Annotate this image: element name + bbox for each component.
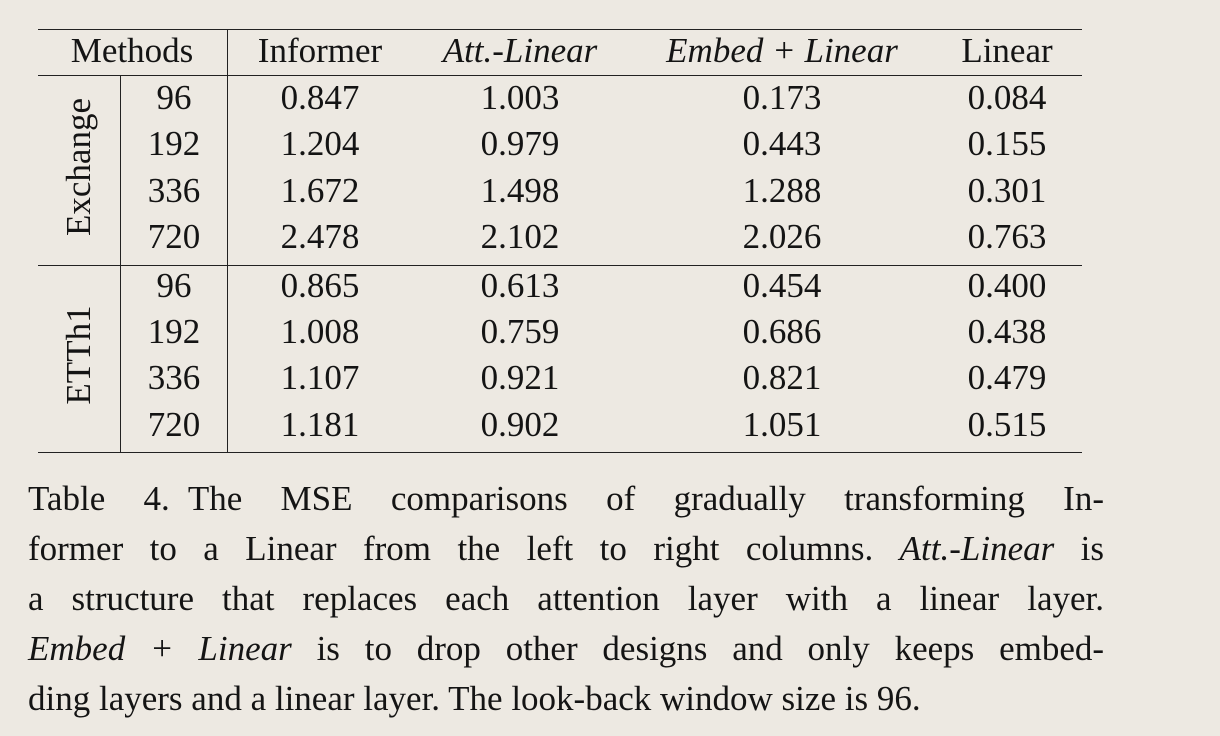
dataset-column-rule: [120, 75, 121, 452]
linear-cell: 0.084: [967, 78, 1047, 117]
method-column-rule: [227, 29, 228, 452]
caption-line: Table 4. The MSE comparisons of gradually…: [28, 474, 1104, 524]
embed-linear-cell: 0.454: [742, 266, 822, 305]
header-informer: Informer: [257, 31, 383, 70]
caption-line: former to a Linear from the left to righ…: [28, 524, 1104, 574]
caption-line: ding layers and a linear layer. The look…: [28, 674, 1104, 724]
caption-line: Embed + Linear is to drop other designs …: [28, 624, 1104, 674]
linear-cell: 0.763: [967, 217, 1047, 256]
horizon-cell: 192: [147, 312, 201, 351]
att-linear-cell: 0.759: [480, 312, 560, 351]
bottom-rule: [38, 452, 1082, 453]
att-linear-cell: 1.003: [480, 78, 560, 117]
top-rule: [38, 29, 1082, 30]
caption-text: is to drop other designs and only keeps …: [316, 629, 1105, 668]
horizon-cell: 192: [147, 124, 201, 163]
embed-linear-cell: 0.686: [742, 312, 822, 351]
header-rule: [38, 75, 1082, 76]
caption-term-att-linear: Att.-Linear: [899, 529, 1055, 568]
horizon-cell: 720: [147, 405, 201, 444]
informer-cell: 0.865: [280, 266, 360, 305]
att-linear-cell: 2.102: [480, 217, 560, 256]
horizon-cell: 96: [156, 266, 192, 305]
embed-linear-cell: 1.288: [742, 171, 822, 210]
caption-text: ding layers and a linear layer. The look…: [28, 679, 921, 718]
table-caption: Table 4. The MSE comparisons of gradually…: [28, 474, 1104, 724]
caption-label: Table 4.: [28, 479, 170, 518]
group-label-etth1: ETTh1: [59, 305, 98, 405]
att-linear-cell: 0.613: [480, 266, 560, 305]
embed-linear-cell: 2.026: [742, 217, 822, 256]
att-linear-cell: 0.921: [480, 358, 560, 397]
informer-cell: 2.478: [280, 217, 360, 256]
linear-cell: 0.400: [967, 266, 1047, 305]
header-att-linear: Att.-Linear: [442, 31, 598, 70]
group-label-exchange: Exchange: [59, 98, 98, 236]
informer-cell: 1.672: [280, 171, 360, 210]
header-linear: Linear: [961, 31, 1053, 70]
att-linear-cell: 1.498: [480, 171, 560, 210]
caption-text: a structure that replaces each attention…: [28, 579, 1104, 618]
informer-cell: 1.107: [280, 358, 360, 397]
informer-cell: 1.181: [280, 405, 360, 444]
informer-cell: 1.204: [280, 124, 360, 163]
header-methods: Methods: [70, 31, 194, 70]
linear-cell: 0.479: [967, 358, 1047, 397]
caption-text: former to a Linear from the left to righ…: [28, 529, 874, 568]
informer-cell: 0.847: [280, 78, 360, 117]
horizon-cell: 336: [147, 171, 201, 210]
header-embed-linear: Embed + Linear: [666, 31, 898, 70]
horizon-cell: 336: [147, 358, 201, 397]
caption-text: is: [1080, 529, 1104, 568]
caption-term-embed-linear: Embed + Linear: [28, 629, 292, 668]
embed-linear-cell: 0.821: [742, 358, 822, 397]
embed-linear-cell: 1.051: [742, 405, 822, 444]
informer-cell: 1.008: [280, 312, 360, 351]
att-linear-cell: 0.979: [480, 124, 560, 163]
horizon-cell: 96: [156, 78, 192, 117]
caption-text: The MSE comparisons of gradually transfo…: [187, 479, 1104, 518]
group-separator-rule: [38, 265, 1082, 266]
embed-linear-cell: 0.173: [742, 78, 822, 117]
caption-line: a structure that replaces each attention…: [28, 574, 1104, 624]
horizon-cell: 720: [147, 217, 201, 256]
embed-linear-cell: 0.443: [742, 124, 822, 163]
linear-cell: 0.301: [967, 171, 1047, 210]
linear-cell: 0.438: [967, 312, 1047, 351]
linear-cell: 0.515: [967, 405, 1047, 444]
linear-cell: 0.155: [967, 124, 1047, 163]
att-linear-cell: 0.902: [480, 405, 560, 444]
